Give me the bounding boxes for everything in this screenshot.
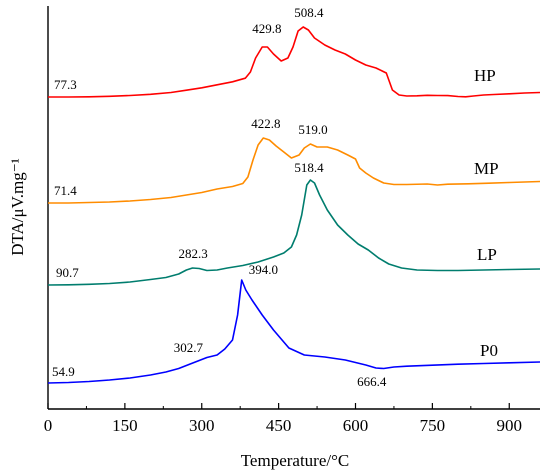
peak-annotation: 71.4 <box>54 183 77 198</box>
peak-annotation: 90.7 <box>56 265 79 280</box>
x-tick-label: 750 <box>420 416 446 435</box>
peak-annotation: 77.3 <box>54 77 77 92</box>
series-line-hp <box>48 26 541 98</box>
x-tick-label: 0 <box>44 416 53 435</box>
series-group: HP MP LP P0 <box>47 26 541 384</box>
x-tick-label: 300 <box>189 416 215 435</box>
peak-annotation: 422.8 <box>251 116 280 131</box>
x-axis-title: Temperature/°C <box>241 451 350 470</box>
series-label-hp: HP <box>474 66 496 85</box>
series-line-lp <box>47 179 541 286</box>
x-tick-label: 450 <box>266 416 292 435</box>
series-label-mp: MP <box>474 159 499 178</box>
axes <box>47 6 540 410</box>
series-line-p0 <box>47 279 541 384</box>
x-ticks: 0 150 300 450 600 750 900 <box>44 403 522 435</box>
series-line-mp <box>48 137 541 204</box>
peak-annotation: 282.3 <box>179 246 208 261</box>
peak-annotation: 429.8 <box>252 21 281 36</box>
peak-annotation: 54.9 <box>52 364 75 379</box>
x-tick-label: 150 <box>112 416 138 435</box>
annotations-group: 77.3 429.8 508.4 71.4 422.8 519.0 90.7 282.3 518… <box>52 5 387 389</box>
series-label-lp: LP <box>477 245 497 264</box>
peak-annotation: 508.4 <box>294 5 324 20</box>
peak-annotation: 394.0 <box>249 262 278 277</box>
x-tick-label: 900 <box>497 416 523 435</box>
x-tick-label: 600 <box>343 416 369 435</box>
peak-annotation: 519.0 <box>298 122 327 137</box>
peak-annotation: 302.7 <box>174 340 204 355</box>
peak-annotation: 666.4 <box>357 374 387 389</box>
series-label-p0: P0 <box>480 341 498 360</box>
peak-annotation: 518.4 <box>294 160 324 175</box>
y-axis-title: DTA/μV.mg⁻¹ <box>8 158 27 256</box>
